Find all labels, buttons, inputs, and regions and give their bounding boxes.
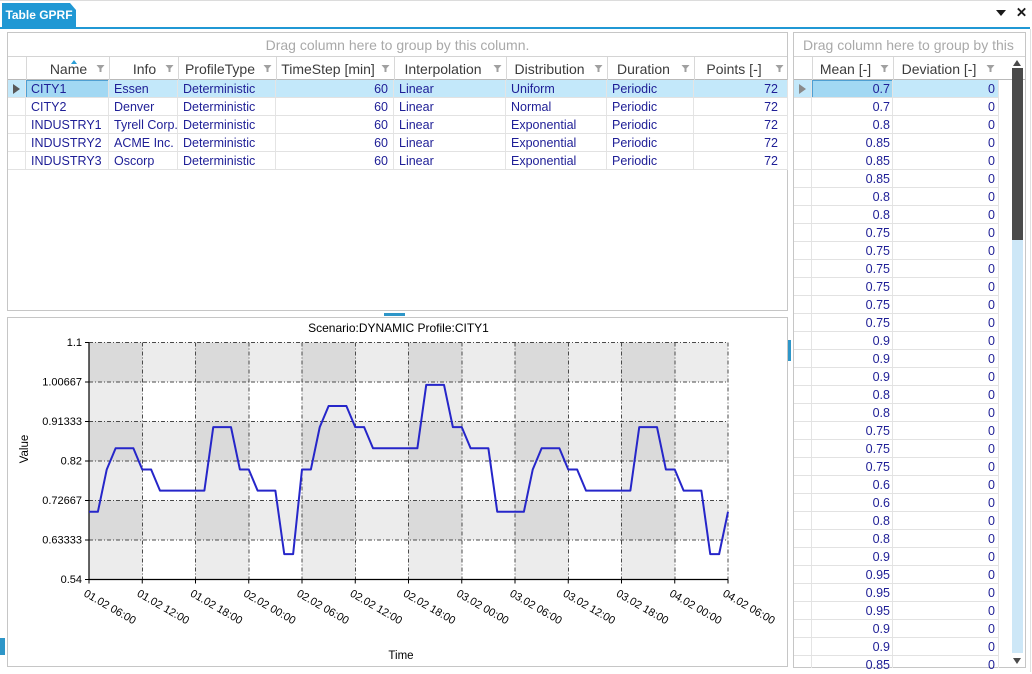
- svg-text:03.02 06:00: 03.02 06:00: [508, 588, 564, 627]
- svg-text:03.02 00:00: 03.02 00:00: [454, 588, 510, 627]
- svg-text:02.02 18:00: 02.02 18:00: [401, 588, 457, 627]
- svg-text:01.02 12:00: 01.02 12:00: [135, 588, 191, 627]
- svg-text:02.02 00:00: 02.02 00:00: [241, 588, 297, 627]
- svg-text:Value: Value: [19, 435, 31, 464]
- svg-text:0.54: 0.54: [61, 574, 82, 586]
- svg-text:1.1: 1.1: [67, 337, 82, 349]
- svg-text:04.02 06:00: 04.02 06:00: [721, 588, 777, 627]
- svg-text:0.63333: 0.63333: [42, 535, 82, 547]
- svg-text:03.02 18:00: 03.02 18:00: [614, 588, 670, 627]
- svg-text:04.02 00:00: 04.02 00:00: [667, 588, 723, 627]
- svg-text:1.00667: 1.00667: [42, 377, 82, 389]
- svg-text:0.82: 0.82: [61, 456, 82, 468]
- svg-text:Time: Time: [388, 650, 413, 662]
- svg-text:03.02 12:00: 03.02 12:00: [561, 588, 617, 627]
- svg-text:0.72667: 0.72667: [42, 495, 82, 507]
- svg-text:02.02 12:00: 02.02 12:00: [348, 588, 404, 627]
- svg-text:01.02 06:00: 01.02 06:00: [82, 588, 138, 627]
- svg-text:02.02 06:00: 02.02 06:00: [295, 588, 351, 627]
- svg-text:Scenario:DYNAMIC Profile:CITY1: Scenario:DYNAMIC Profile:CITY1: [308, 321, 489, 335]
- svg-text:0.91333: 0.91333: [42, 416, 82, 428]
- svg-text:01.02 18:00: 01.02 18:00: [188, 588, 244, 627]
